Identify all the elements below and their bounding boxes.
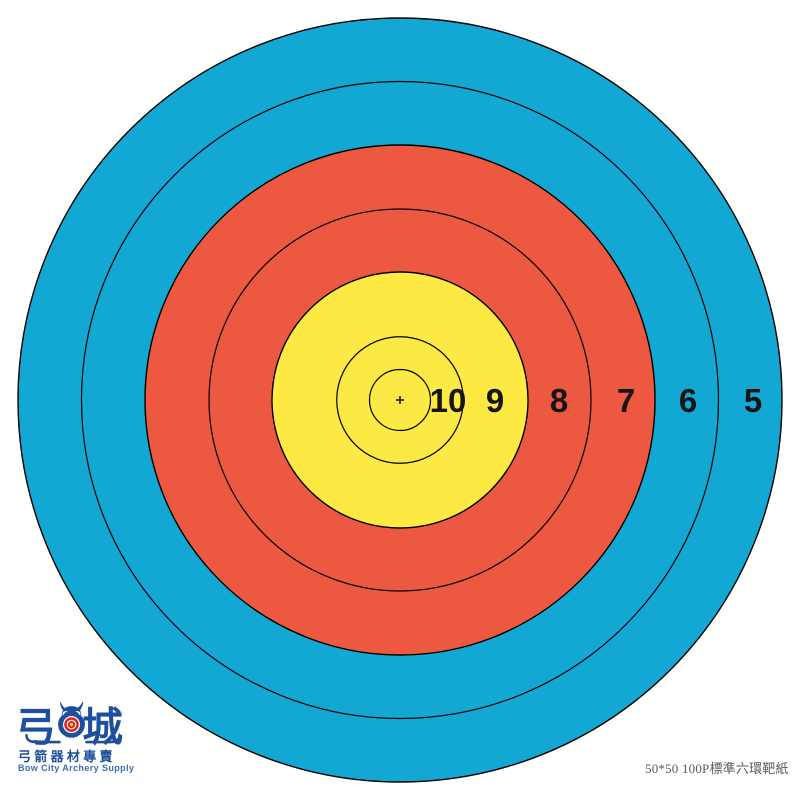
svg-text:6: 6: [679, 382, 697, 419]
svg-text:8: 8: [550, 382, 568, 419]
svg-text:城: 城: [82, 704, 123, 750]
svg-text:7: 7: [617, 382, 635, 419]
svg-text:10: 10: [430, 382, 467, 419]
svg-text:9: 9: [486, 382, 504, 419]
svg-text:5: 5: [744, 382, 762, 419]
